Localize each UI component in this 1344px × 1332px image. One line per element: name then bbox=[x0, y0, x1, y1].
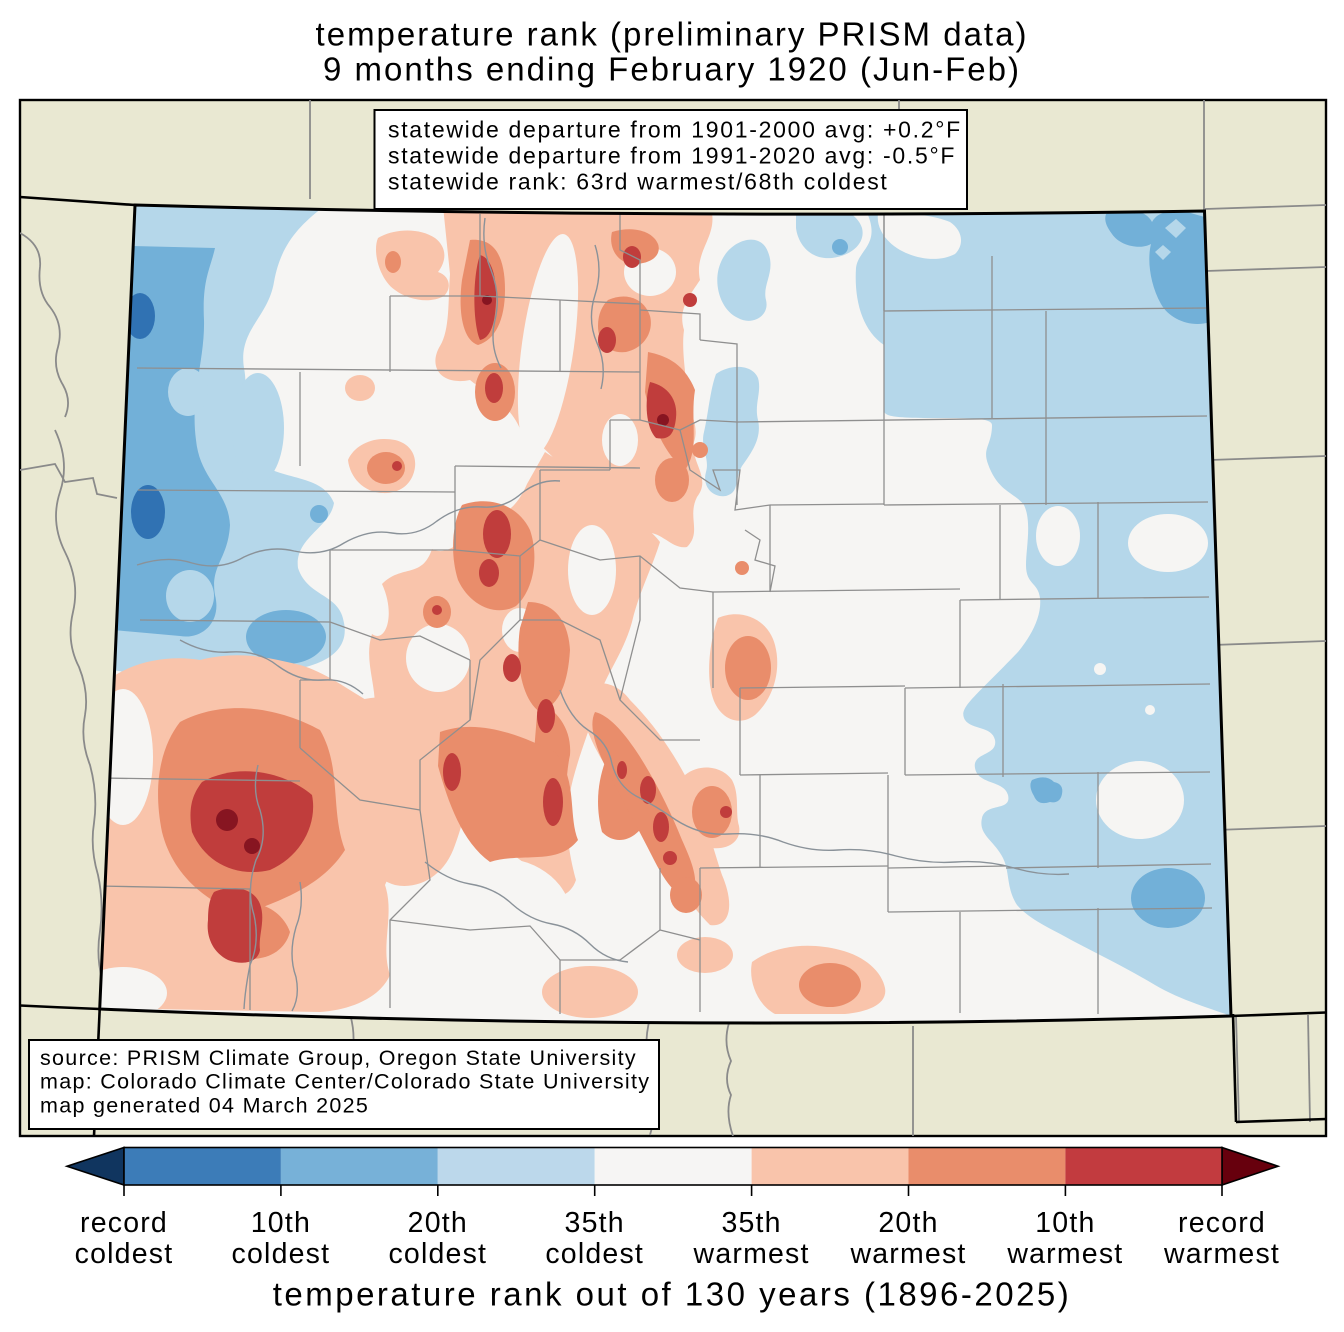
svg-text:10th: 10th bbox=[251, 1207, 311, 1239]
svg-text:warmest: warmest bbox=[1006, 1238, 1123, 1270]
svg-text:temperature rank out of 130 ye: temperature rank out of 130 years (1896-… bbox=[273, 1276, 1072, 1313]
svg-text:map generated 04 March 2025: map generated 04 March 2025 bbox=[40, 1094, 369, 1118]
svg-text:warmest: warmest bbox=[693, 1238, 810, 1270]
svg-text:warmest: warmest bbox=[849, 1238, 966, 1270]
svg-text:coldest: coldest bbox=[388, 1238, 487, 1270]
svg-text:coldest: coldest bbox=[75, 1238, 174, 1270]
svg-text:9 months ending February 1920: 9 months ending February 1920 (Jun-Feb) bbox=[323, 51, 1021, 88]
svg-text:record: record bbox=[1178, 1207, 1266, 1239]
svg-text:35th: 35th bbox=[721, 1207, 781, 1239]
svg-text:record: record bbox=[80, 1207, 168, 1239]
svg-text:35th: 35th bbox=[565, 1207, 625, 1239]
svg-text:coldest: coldest bbox=[232, 1238, 331, 1270]
svg-text:20th: 20th bbox=[408, 1207, 468, 1239]
svg-text:statewide departure from 1991-: statewide departure from 1991-2020 avg: … bbox=[388, 143, 956, 169]
svg-text:map: Colorado Climate Center/C: map: Colorado Climate Center/Colorado St… bbox=[40, 1070, 650, 1094]
svg-text:temperature rank (preliminary: temperature rank (preliminary PRISM data… bbox=[316, 16, 1029, 53]
svg-text:coldest: coldest bbox=[545, 1238, 644, 1270]
svg-text:10th: 10th bbox=[1035, 1207, 1095, 1239]
svg-text:warmest: warmest bbox=[1163, 1238, 1280, 1270]
svg-text:source: PRISM Climate Group, O: source: PRISM Climate Group, Oregon Stat… bbox=[40, 1046, 637, 1070]
svg-text:statewide departure from 1901-: statewide departure from 1901-2000 avg: … bbox=[388, 117, 962, 143]
svg-text:statewide rank: 63rd warmest/6: statewide rank: 63rd warmest/68th coldes… bbox=[388, 169, 889, 195]
svg-text:20th: 20th bbox=[878, 1207, 938, 1239]
